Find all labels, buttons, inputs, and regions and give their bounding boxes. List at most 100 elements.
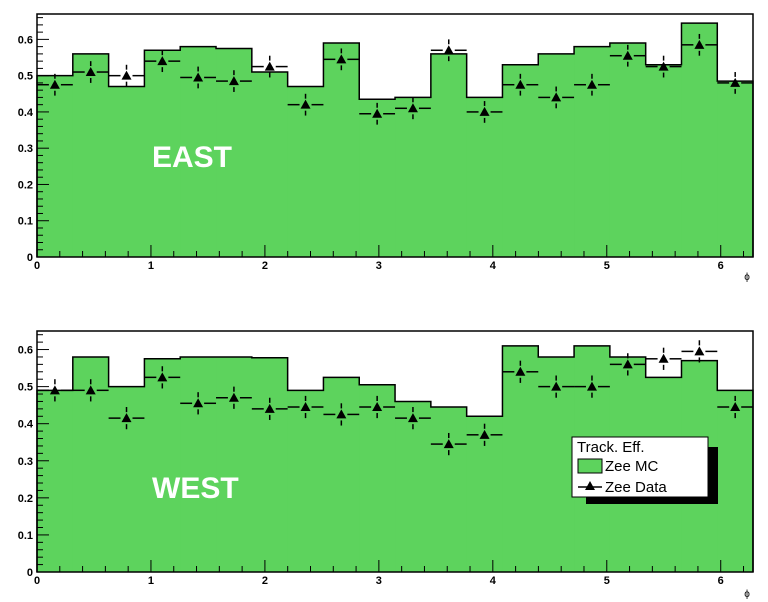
- mc-histogram-bar: [681, 23, 718, 257]
- legend-mc-label: Zee MC: [605, 458, 659, 475]
- mc-histogram-bar: [287, 390, 324, 572]
- data-point-marker: [336, 409, 347, 419]
- data-point-marker: [622, 50, 633, 60]
- data-point-marker: [407, 413, 418, 423]
- mc-histogram-bar: [144, 50, 181, 257]
- legend-data-label: Zee Data: [605, 479, 667, 496]
- data-point-marker: [407, 103, 418, 113]
- x-tick-label: 3: [376, 575, 382, 587]
- y-tick-label: 0.1: [18, 216, 33, 228]
- data-point-marker: [479, 106, 490, 116]
- mc-histogram-bar: [251, 72, 289, 258]
- y-tick-label: 0.5: [18, 71, 33, 83]
- data-point-marker: [157, 372, 168, 382]
- mc-histogram-bar: [466, 97, 503, 257]
- data-point-marker: [372, 108, 383, 118]
- x-tick-label: 4: [490, 260, 497, 272]
- x-tick-label: 3: [376, 260, 382, 272]
- data-point-marker: [121, 413, 132, 423]
- mc-histogram-bar: [717, 390, 754, 572]
- mc-histogram-bar: [430, 407, 468, 572]
- x-axis-title: ϕ: [744, 589, 750, 600]
- y-tick-label: 0.4: [18, 107, 34, 119]
- data-point-marker: [300, 99, 311, 109]
- mc-histogram-bar: [323, 43, 360, 258]
- mc-histogram-bar: [72, 53, 110, 257]
- mc-histogram-outline: [36, 22, 754, 257]
- x-tick-label: 2: [262, 260, 268, 272]
- x-tick-label: 6: [718, 575, 724, 587]
- data-point-marker: [586, 381, 597, 391]
- data-point-marker: [622, 359, 633, 369]
- data-point-marker: [479, 429, 490, 439]
- x-tick-label: 4: [490, 575, 497, 587]
- region-label: EAST: [152, 141, 232, 174]
- mc-histogram-bar: [180, 356, 217, 572]
- data-point-marker: [264, 61, 275, 71]
- y-tick-label: 0.2: [18, 179, 33, 191]
- data-point-marker: [85, 385, 96, 395]
- mc-histogram-bar: [609, 43, 647, 258]
- data-point-marker: [515, 79, 526, 89]
- y-tick-label: 0.4: [18, 419, 34, 431]
- x-tick-label: 5: [604, 260, 610, 272]
- data-point-marker: [85, 67, 96, 77]
- mc-histogram-bar: [251, 357, 289, 572]
- mc-histogram-bar: [395, 401, 432, 572]
- data-point-marker: [443, 439, 454, 449]
- y-tick-label: 0: [27, 252, 33, 264]
- y-tick-label: 0.6: [18, 34, 33, 46]
- data-point-marker: [694, 39, 705, 49]
- x-axis-title: ϕ: [744, 272, 750, 283]
- mc-histogram-bar: [502, 345, 539, 572]
- data-point-marker: [336, 54, 347, 64]
- mc-histogram-bar: [538, 53, 575, 257]
- plot-frame: [36, 330, 754, 573]
- mc-histogram-bar: [359, 99, 396, 257]
- y-tick-label: 0.6: [18, 345, 33, 357]
- x-tick-label: 0: [34, 575, 40, 587]
- data-point-marker: [193, 398, 204, 408]
- mc-histogram-bar: [180, 46, 217, 258]
- data-point-marker: [551, 381, 562, 391]
- data-point-marker: [49, 79, 60, 89]
- mc-histogram-bar: [466, 416, 503, 572]
- mc-histogram-bar: [717, 81, 754, 257]
- mc-histogram-bar: [144, 358, 181, 572]
- data-point-marker: [730, 77, 741, 87]
- plot-frame: [36, 13, 754, 258]
- x-tick-label: 5: [604, 575, 610, 587]
- data-point-marker: [443, 45, 454, 55]
- data-point-marker: [586, 79, 597, 89]
- mc-histogram-bar: [359, 384, 396, 572]
- mc-histogram-bar: [108, 86, 145, 257]
- legend-title: Track. Eff.: [577, 439, 645, 456]
- mc-histogram-bar: [37, 390, 74, 572]
- mc-histogram-bar: [430, 53, 468, 257]
- y-tick-label: 0.1: [18, 530, 33, 542]
- y-tick-label: 0: [27, 567, 33, 579]
- data-point-marker: [193, 72, 204, 82]
- legend-data-marker: [585, 481, 595, 490]
- legend-box: Track. Eff. Zee MC Zee Data: [571, 436, 718, 504]
- data-point-marker: [121, 70, 132, 80]
- x-tick-label: 2: [262, 575, 268, 587]
- data-point-marker: [658, 353, 669, 363]
- y-tick-label: 0.3: [18, 143, 33, 155]
- mc-histogram-bar: [216, 356, 253, 572]
- data-point-marker: [157, 56, 168, 66]
- data-point-marker: [264, 403, 275, 413]
- legend-mc-swatch: [577, 458, 603, 474]
- data-point-marker: [694, 346, 705, 356]
- y-tick-label: 0.3: [18, 456, 33, 468]
- y-tick-label: 0.2: [18, 493, 33, 505]
- mc-histogram-bar: [395, 97, 432, 257]
- region-label: WEST: [152, 472, 239, 505]
- data-point-marker: [228, 392, 239, 402]
- data-point-marker: [49, 385, 60, 395]
- data-point-marker: [551, 92, 562, 102]
- x-tick-label: 0: [34, 260, 40, 272]
- data-point-marker: [300, 402, 311, 412]
- mc-histogram-bar: [645, 64, 682, 257]
